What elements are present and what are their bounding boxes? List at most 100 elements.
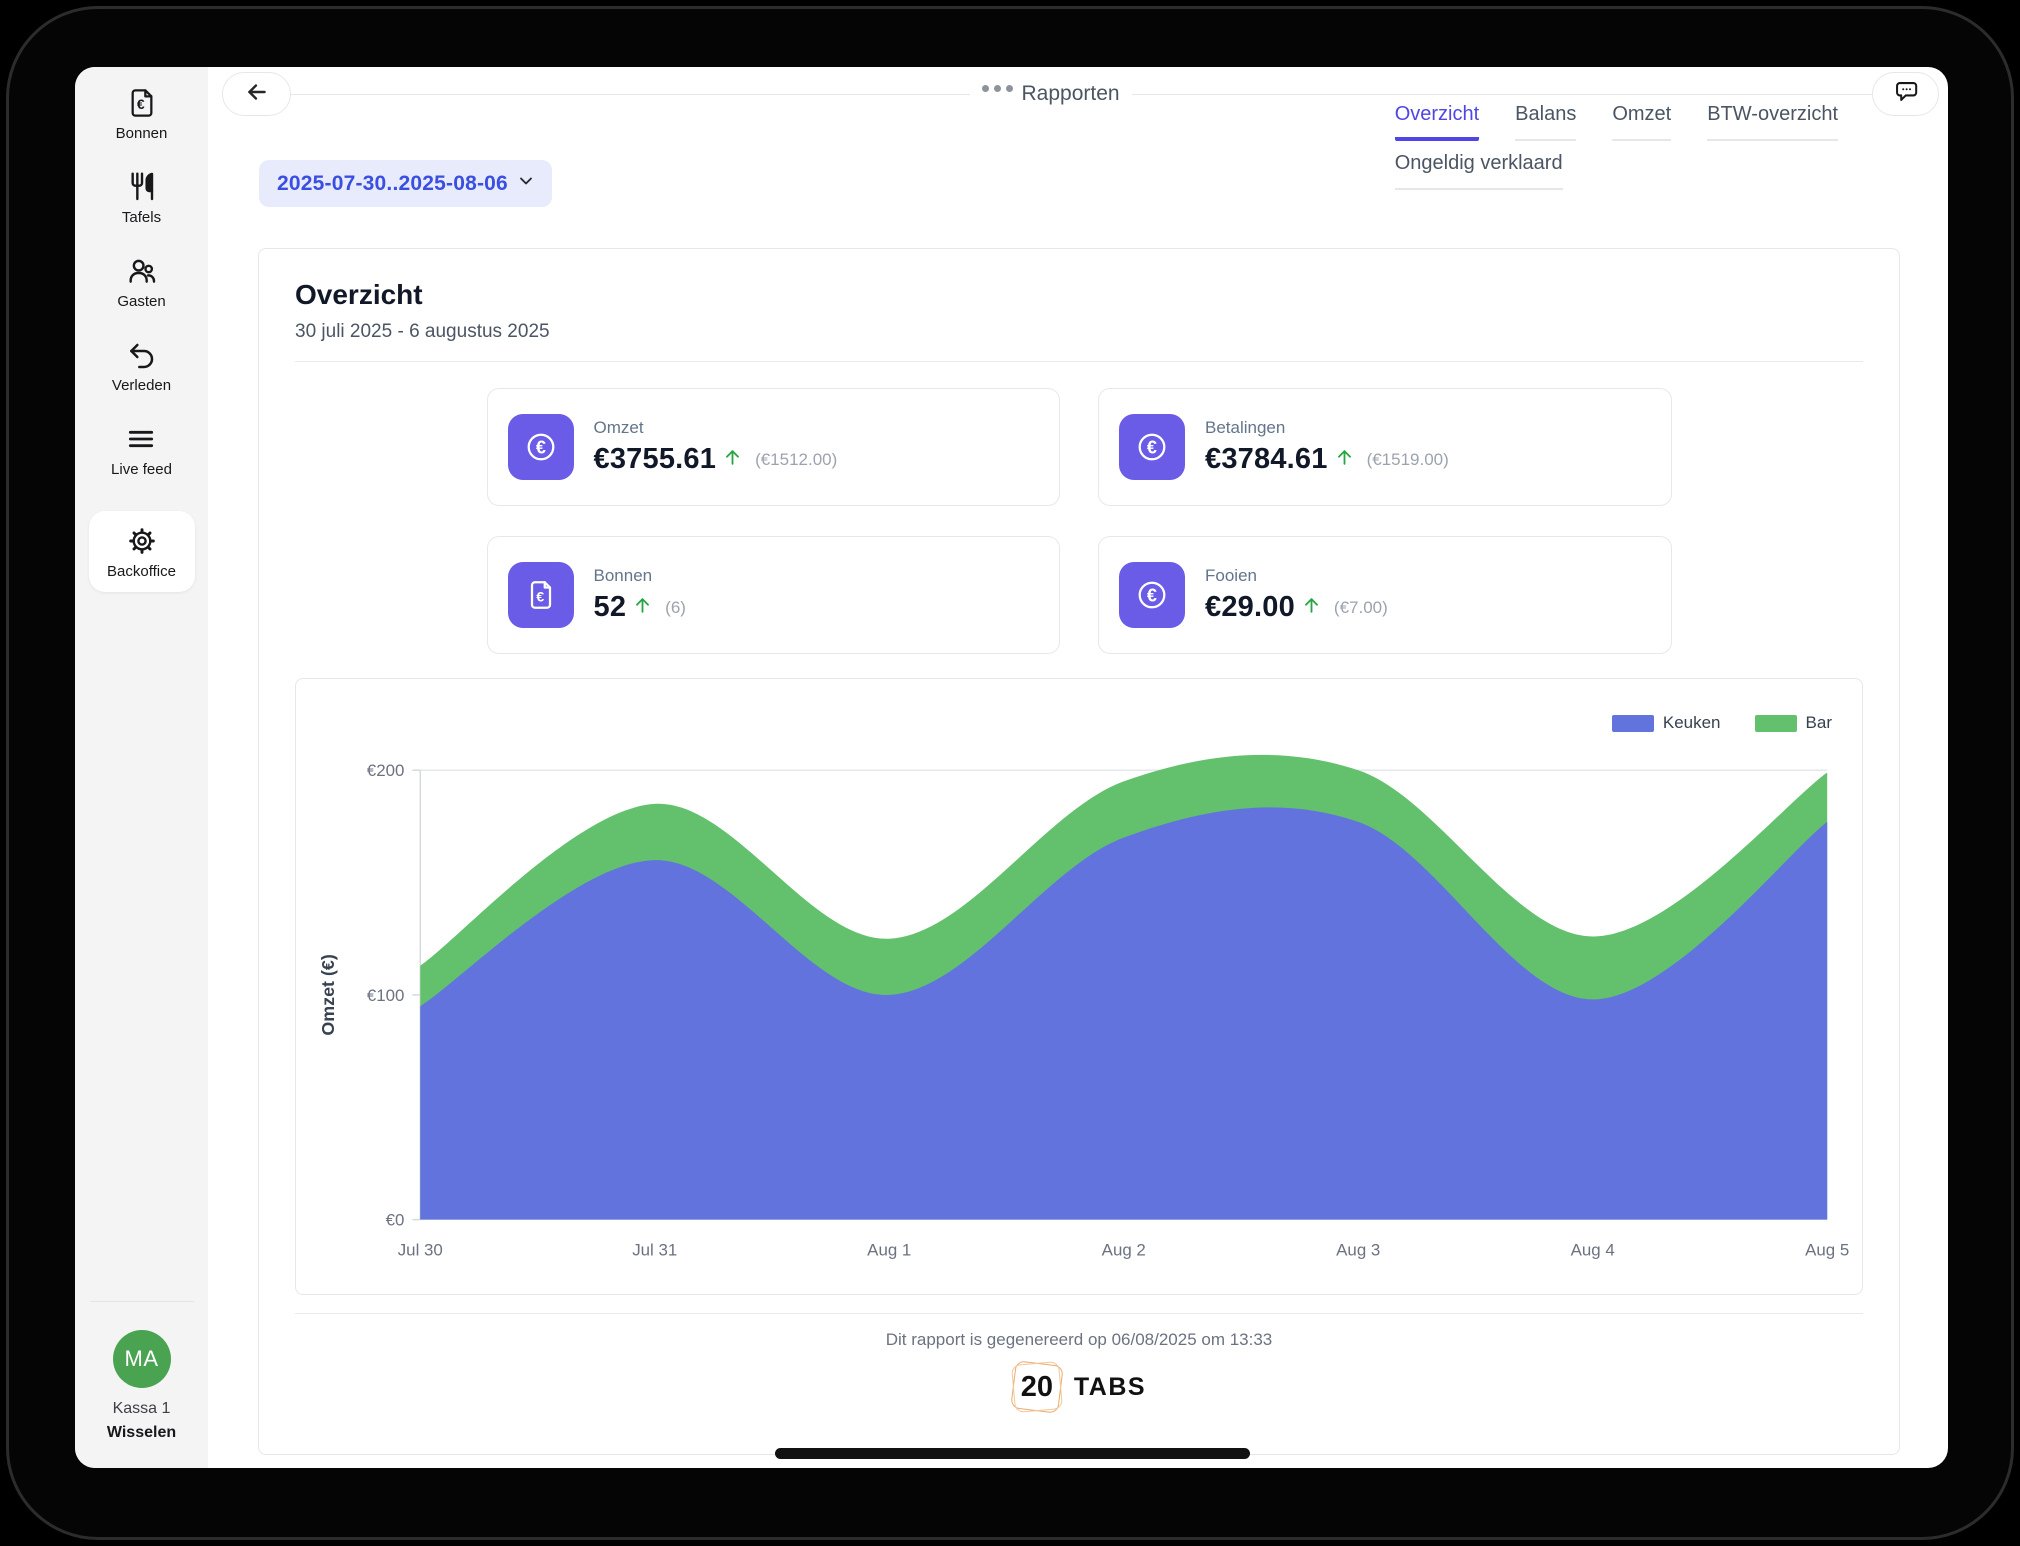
app-screen: € Bonnen Tafels [75,67,1948,1468]
svg-text:Aug 4: Aug 4 [1571,1240,1615,1259]
svg-text:Aug 5: Aug 5 [1805,1240,1849,1259]
sidebar-item-backoffice[interactable]: Backoffice [88,511,195,592]
tab-omzet[interactable]: Omzet [1612,103,1672,141]
sidebar-item-label: Backoffice [107,563,176,580]
svg-text:€: € [536,590,544,606]
revenue-chart-panel: Keuken Bar €0 €100 €200 Jul 30 Jul 31 Aug 1 Aug… [295,678,1863,1295]
sidebar-item-label: Tafels [121,209,162,226]
register-name: Kassa 1 [112,1400,171,1417]
home-indicator[interactable] [775,1448,1250,1459]
legend-item-keuken[interactable]: Keuken [1611,713,1721,733]
sidebar-item-label: Live feed [111,461,172,478]
receipt-euro-icon: € [126,87,158,119]
stat-tile-omzet: € Omzet €3755.61 (€1512.00) [486,388,1060,506]
stat-tile-bonnen: € Bonnen 52 (6) [486,536,1060,654]
page-title: Rapporten [1021,82,1120,105]
stat-tile-betalingen: € Betalingen €3784.61 (€1519. [1098,388,1672,506]
back-arrow-icon [244,79,270,110]
stat-tile-fooien: € Fooien €29.00 (€7.00) [1098,536,1672,654]
sidebar-item-label: Bonnen [115,125,168,142]
sidebar-item-label: Gasten [117,293,166,310]
euro-circle-icon: € [1119,414,1185,480]
svg-text:€: € [535,437,545,457]
svg-text:€0: €0 [386,1211,405,1230]
stat-value: €29.00 [1205,591,1295,623]
stat-delta: (€1519.00) [1366,449,1449,469]
avatar[interactable]: MA [112,1330,171,1388]
tab-ongeldig-verklaard[interactable]: Ongeldig verklaard [1394,152,1563,190]
switch-user-button[interactable]: Wisselen [106,1424,177,1441]
trend-up-icon [723,448,742,472]
sidebar-item-bonnen[interactable]: € Bonnen [115,87,168,142]
guests-icon [126,255,158,287]
gear-icon [126,525,158,557]
stat-tiles: € Omzet €3755.61 (€1512.00) [486,388,1672,654]
svg-text:€: € [1147,437,1157,457]
date-range-selector[interactable]: 2025-07-30..2025-08-06 [259,160,552,207]
legend-label: Keuken [1662,713,1721,732]
stat-delta: (€7.00) [1333,597,1388,617]
tabs-logo-badge: 20 [1012,1362,1062,1412]
legend-item-bar[interactable]: Bar [1754,713,1832,733]
date-range-value: 2025-07-30..2025-08-06 [277,171,508,195]
sidebar-item-label: Verleden [111,377,172,394]
report-tabs: Overzicht Balans Omzet BTW-overzicht Ong… [1394,103,1838,190]
trend-up-icon [633,596,652,620]
stat-label: Fooien [1205,566,1257,585]
report-title: Overzicht [295,279,423,310]
svg-text:Aug 3: Aug 3 [1336,1240,1380,1259]
stat-value: €3755.61 [593,443,717,475]
sidebar-item-live-feed[interactable]: Live feed [111,423,172,478]
legend-swatch [1754,714,1797,732]
sidebar: € Bonnen Tafels [75,67,208,1468]
sidebar-item-gasten[interactable]: Gasten [117,255,166,310]
stat-label: Bonnen [593,566,653,585]
tab-balans[interactable]: Balans [1515,103,1577,141]
svg-text:Aug 2: Aug 2 [1102,1240,1146,1259]
live-feed-icon [125,423,157,455]
stat-delta: (6) [665,597,686,617]
tabs-logo: 20 TABS [295,1362,1863,1412]
stat-value: €3784.61 [1205,443,1328,475]
multitask-dots-icon[interactable] [981,84,1013,92]
svg-text:€: € [136,96,144,112]
tab-btw-overzicht[interactable]: BTW-overzicht [1707,103,1838,141]
stat-label: Betalingen [1205,418,1286,437]
sidebar-user-section[interactable]: MA Kassa 1 Wisselen [75,1301,208,1442]
euro-circle-icon: € [507,414,574,480]
page-title-group: Rapporten [969,75,1132,113]
chevron-down-icon [516,171,536,196]
svg-text:Jul 31: Jul 31 [632,1240,677,1259]
report-header-divider [295,361,1863,362]
legend-swatch [1611,714,1654,732]
stat-delta: (€1512.00) [755,449,838,469]
chart-legend: Keuken Bar [1611,713,1832,733]
utensils-icon [126,171,158,203]
back-button[interactable] [222,72,291,116]
euro-circle-icon: € [1119,562,1185,628]
svg-text:Aug 1: Aug 1 [867,1240,911,1259]
sidebar-item-verleden[interactable]: Verleden [112,339,171,394]
svg-text:€: € [1147,585,1157,605]
stat-label: Omzet [593,418,644,437]
trend-up-icon [1302,596,1321,620]
svg-text:Omzet (€): Omzet (€) [318,954,338,1035]
tabs-logo-number: 20 [1020,1370,1054,1403]
svg-text:€200: €200 [367,761,405,780]
revenue-area-chart: €0 €100 €200 Jul 30 Jul 31 Aug 1 Aug 2 Aug 3 Aug… [318,754,1849,1259]
sidebar-item-tafels[interactable]: Tafels [122,171,161,226]
legend-label: Bar [1805,713,1832,732]
report-subtitle: 30 juli 2025 - 6 augustus 2025 [295,321,550,342]
receipt-euro-icon: € [507,562,574,628]
trend-up-icon [1335,448,1354,472]
sidebar-divider [89,1301,194,1302]
tab-overzicht[interactable]: Overzicht [1394,103,1480,141]
report-footer-divider [295,1313,1863,1314]
tabs-logo-text: TABS [1073,1372,1147,1401]
svg-text:Jul 30: Jul 30 [398,1240,443,1259]
svg-text:€100: €100 [367,986,405,1005]
chat-button[interactable] [1872,72,1939,116]
history-undo-icon [126,339,158,371]
stat-value: 52 [593,591,627,623]
